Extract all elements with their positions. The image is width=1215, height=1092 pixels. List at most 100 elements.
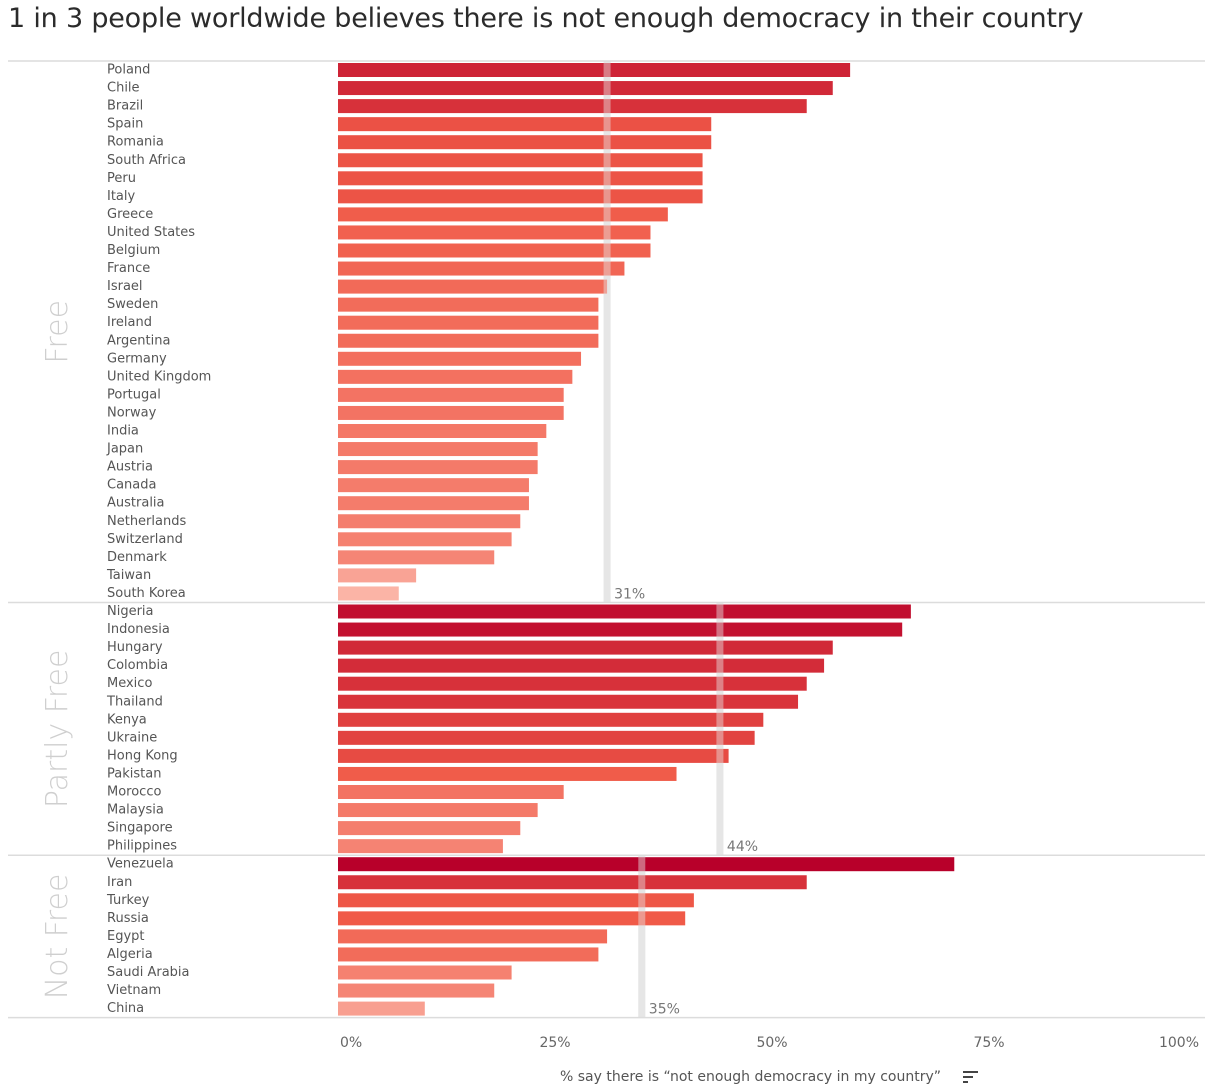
average-reference-line [603,61,611,603]
country-label: Vietnam [107,983,161,998]
x-axis-title-row: % say there is “not enough democracy in … [560,1066,979,1088]
country-label: Israel [107,279,143,294]
country-label: Brazil [107,99,143,114]
country-label: Iran [107,875,132,890]
country-label: Germany [107,351,167,366]
bar [338,568,417,583]
bar [338,875,807,890]
country-label: Denmark [107,550,167,565]
bar [338,1001,425,1016]
bar [338,496,529,511]
bar [338,99,807,114]
country-label: Ukraine [107,730,157,745]
bar [338,532,512,547]
average-label: 35% [649,1002,680,1018]
country-label: China [107,1001,144,1016]
country-label: India [107,424,139,439]
bar [338,604,911,619]
bar [338,153,703,168]
country-label: Nigeria [107,604,154,619]
bar [338,622,903,637]
bar [338,478,529,493]
country-label: Egypt [107,929,145,944]
country-label: Greece [107,207,153,222]
bar [338,387,564,402]
country-label: Colombia [107,658,168,673]
average-reference-line [716,602,724,856]
bar [338,405,564,420]
bar [338,514,521,529]
x-tick-label: 75% [973,1035,1004,1051]
country-label: Pakistan [107,766,161,781]
country-label: South Korea [107,586,186,601]
bar [338,207,668,222]
average-reference-line [638,855,646,1018]
bar [338,785,564,799]
country-label: Poland [107,63,150,78]
x-tick-label: 25% [539,1035,570,1051]
average-reference-overlay [638,855,646,1018]
bar [338,315,599,330]
country-label: Hong Kong [107,748,178,763]
country-label: Italy [107,189,136,204]
bar [338,424,547,438]
average-reference-overlay [716,602,724,856]
country-label: Mexico [107,676,152,691]
bar-chart: Poland Chile Brazil Spain Romania South Afric… [8,60,1205,1051]
sort-descending-icon[interactable] [963,1070,979,1084]
country-label: Singapore [107,821,173,836]
country-label: Spain [107,117,143,132]
bar [338,911,686,926]
country-label: Philippines [107,839,177,854]
bar [338,550,495,565]
country-label: Netherlands [107,514,186,529]
country-label: Morocco [107,785,161,800]
bar [338,442,538,457]
country-label: Argentina [107,333,170,348]
bar [338,117,712,132]
country-label: Sweden [107,297,158,312]
bar [338,63,851,77]
bar [338,821,521,836]
bar [338,261,625,276]
bar [338,460,538,475]
country-label: Norway [107,405,157,420]
x-tick-label: 100% [1159,1035,1199,1051]
country-label: Thailand [106,694,163,709]
country-label: Kenya [107,712,147,727]
bar [338,857,955,872]
bar [338,333,599,348]
country-label: Algeria [107,947,153,962]
country-label: United States [107,225,195,240]
country-label: Malaysia [107,803,164,818]
bar [338,297,599,312]
country-label: Portugal [107,387,161,402]
country-label: Japan [106,442,143,457]
bar [338,730,755,745]
bar [338,81,833,96]
bar [338,766,677,781]
country-label: Indonesia [107,622,170,637]
x-tick-label: 50% [756,1035,787,1051]
country-label: South Africa [107,153,186,168]
country-label: Australia [107,496,165,511]
bar [338,279,608,294]
country-label: Saudi Arabia [107,965,190,980]
x-axis-title: % say there is “not enough democracy in … [560,1069,942,1085]
bar [338,189,703,204]
bar [338,171,703,186]
bar [338,803,538,818]
country-label: Venezuela [107,857,174,872]
country-label: Turkey [106,893,150,908]
bar [338,965,512,980]
country-label: France [107,261,150,276]
country-label: Canada [107,478,156,493]
group-label: Not Free [40,874,75,1000]
bar [338,839,503,854]
x-tick-label: 0% [340,1035,362,1051]
bar [338,712,764,727]
country-label: Peru [107,171,136,186]
country-label: Chile [107,81,140,96]
average-reference-overlay [603,61,611,603]
country-label: Belgium [107,243,160,258]
